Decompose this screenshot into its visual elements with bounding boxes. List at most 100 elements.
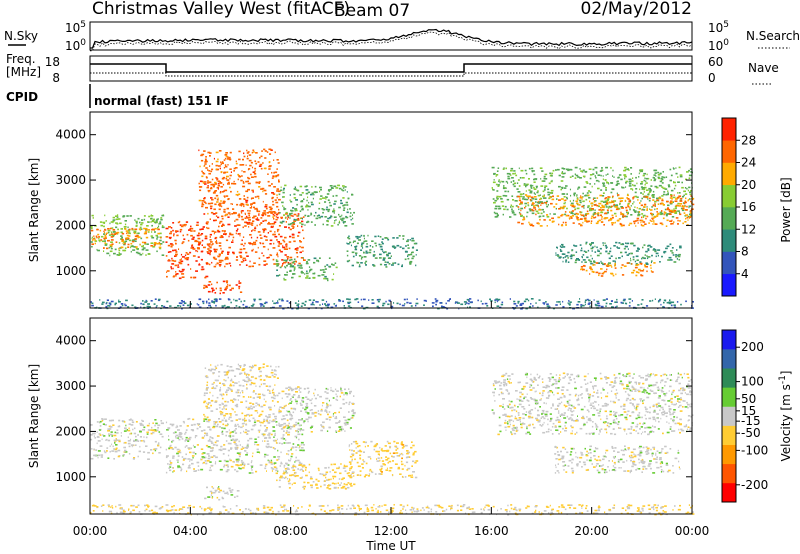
heatmap-cell <box>573 194 576 197</box>
heatmap-cell <box>657 171 659 174</box>
heatmap-cell <box>263 210 266 212</box>
heatmap-cell <box>302 229 304 232</box>
heatmap-cell <box>346 242 348 245</box>
heatmap-cell <box>290 449 292 451</box>
heatmap-cell <box>257 393 261 396</box>
heatmap-cell <box>259 234 262 236</box>
heatmap-cell <box>220 161 222 163</box>
heatmap-cell <box>562 221 564 224</box>
heatmap-cell <box>657 176 660 179</box>
heatmap-cell <box>123 249 127 252</box>
heatmap-cell <box>637 199 639 201</box>
heatmap-cell <box>291 233 295 236</box>
nsearch-series-line <box>90 31 693 52</box>
heatmap-cell <box>145 436 148 439</box>
heatmap-cell <box>561 176 565 178</box>
heatmap-cell <box>200 468 204 471</box>
heatmap-cell <box>377 300 380 303</box>
heatmap-cell <box>230 190 232 193</box>
heatmap-cell <box>265 239 268 241</box>
heatmap-cell <box>299 251 302 254</box>
heatmap-cell <box>611 214 614 217</box>
heatmap-cell <box>653 179 656 182</box>
heatmap-cell <box>319 198 322 200</box>
heatmap-cell <box>684 201 687 204</box>
heatmap-cell <box>555 252 557 254</box>
heatmap-cell <box>250 222 254 224</box>
heatmap-cell <box>258 214 260 216</box>
heatmap-cell <box>209 187 213 190</box>
heatmap-cell <box>210 197 213 199</box>
heatmap-cell <box>230 203 232 205</box>
heatmap-cell <box>207 407 211 409</box>
heatmap-cell <box>145 254 147 256</box>
heatmap-cell <box>147 229 151 231</box>
heatmap-cell <box>528 189 531 191</box>
heatmap-cell <box>130 424 134 426</box>
heatmap-cell <box>234 382 237 384</box>
heatmap-cell <box>267 248 269 251</box>
heatmap-cell <box>656 199 659 201</box>
heatmap-cell <box>300 441 304 444</box>
heatmap-cell <box>101 438 103 441</box>
heatmap-cell <box>236 403 239 406</box>
heatmap-cell <box>109 303 112 306</box>
heatmap-cell <box>294 435 298 438</box>
heatmap-cell <box>689 210 693 212</box>
heatmap-cell <box>411 237 414 240</box>
heatmap-cell <box>252 248 254 251</box>
heatmap-cell <box>283 279 287 281</box>
heatmap-cell <box>567 257 569 259</box>
heatmap-cell <box>204 432 206 435</box>
heatmap-cell <box>334 262 337 264</box>
heatmap-cell <box>635 176 637 179</box>
heatmap-cell <box>90 301 92 303</box>
heatmap-cell <box>289 228 292 231</box>
heatmap-cell <box>179 261 182 263</box>
heatmap-cell <box>154 231 156 233</box>
heatmap-cell <box>348 401 350 404</box>
heatmap-cell <box>556 195 560 197</box>
heatmap-cell <box>249 207 252 209</box>
heatmap-cell <box>550 192 553 194</box>
heatmap-cell <box>170 230 173 233</box>
heatmap-cell <box>145 445 148 447</box>
heatmap-cell <box>154 227 157 230</box>
heatmap-cell <box>523 193 525 195</box>
heatmap-cell <box>660 172 662 175</box>
heatmap-cell <box>150 221 152 223</box>
heatmap-cell <box>142 429 145 431</box>
heatmap-cell <box>570 254 572 256</box>
heatmap-cell <box>556 247 558 249</box>
heatmap-cell <box>656 211 658 213</box>
heatmap-cell <box>654 172 657 174</box>
heatmap-cell <box>560 246 563 248</box>
heatmap-cell <box>293 260 296 263</box>
heatmap-cell <box>144 301 147 303</box>
heatmap-cell <box>225 256 229 259</box>
heatmap-cell <box>254 251 258 253</box>
heatmap-cell <box>102 423 105 425</box>
heatmap-cell <box>211 168 214 171</box>
heatmap-cell <box>184 431 187 434</box>
heatmap-cell <box>205 432 208 435</box>
heatmap-cell <box>615 241 618 244</box>
heatmap-cell <box>161 254 165 256</box>
heatmap-cell <box>285 439 287 441</box>
heatmap-cell <box>277 212 280 215</box>
heatmap-cell <box>640 224 643 226</box>
heatmap-cell <box>623 298 626 301</box>
heatmap-cell <box>176 448 180 451</box>
heatmap-cell <box>246 157 249 160</box>
heatmap-cell <box>99 299 101 301</box>
heatmap-cell <box>608 205 611 208</box>
heatmap-cell <box>579 218 583 220</box>
heatmap-cell <box>226 171 229 173</box>
heatmap-cell <box>683 212 686 214</box>
heatmap-cell <box>611 300 613 302</box>
heatmap-cell <box>116 429 119 431</box>
heatmap-cell <box>528 208 532 210</box>
heatmap-cell <box>245 199 249 202</box>
heatmap-cell <box>543 177 546 180</box>
heatmap-cell <box>297 428 301 430</box>
